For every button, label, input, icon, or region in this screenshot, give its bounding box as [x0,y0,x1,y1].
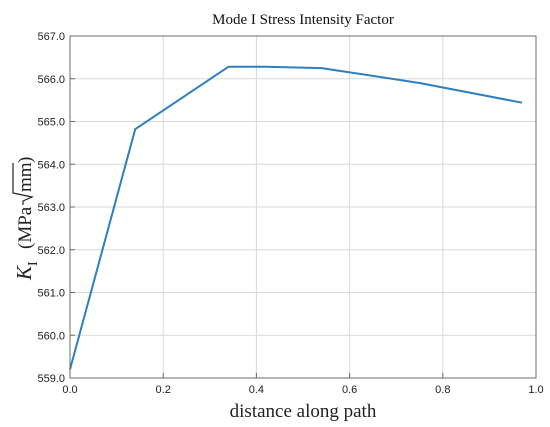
x-tick-labels: 0.0 0.2 0.4 0.6 0.8 1.0 [62,384,543,396]
y-tick-label: 565.0 [37,117,65,129]
series-layer [69,65,523,370]
tick-marks [69,35,537,379]
y-tick-label: 567.0 [37,31,65,43]
x-tick-label: 1.0 [528,384,543,396]
chart-title: Mode I Stress Intensity Factor [212,12,394,28]
y-tick-label: 564.0 [37,159,65,171]
y-axis-label-unit-prefix: (MPa [15,206,36,249]
y-tick-label: 566.0 [37,74,65,86]
x-tick-label: 0.4 [249,384,264,396]
y-axis-label-sqrt-arg: mm [15,162,36,192]
x-axis-label: distance along path [230,401,377,422]
y-tick-label: 560.0 [37,330,65,342]
sqrt-radical-icon [12,163,34,205]
y-axis-label-symbol: K [12,265,36,281]
x-tick-label: 0.8 [435,384,450,396]
y-axis-label: K I (MPa mm ) [12,157,41,281]
x-tick-label: 0.0 [62,384,77,396]
x-tick-label: 0.2 [156,384,171,396]
y-tick-labels: 559.0 560.0 561.0 562.0 563.0 564.0 565.0 566.0… [37,31,65,385]
y-tick-label: 563.0 [37,202,65,214]
y-tick-label: 561.0 [37,288,65,300]
series-line [69,65,523,370]
grid-lines [70,36,536,378]
x-tick-label: 0.6 [342,384,357,396]
y-tick-label: 559.0 [37,373,65,385]
y-tick-label: 562.0 [37,245,65,257]
y-axis-label-unit-suffix: ) [15,157,36,163]
y-axis-label-subscript: I [26,261,41,266]
